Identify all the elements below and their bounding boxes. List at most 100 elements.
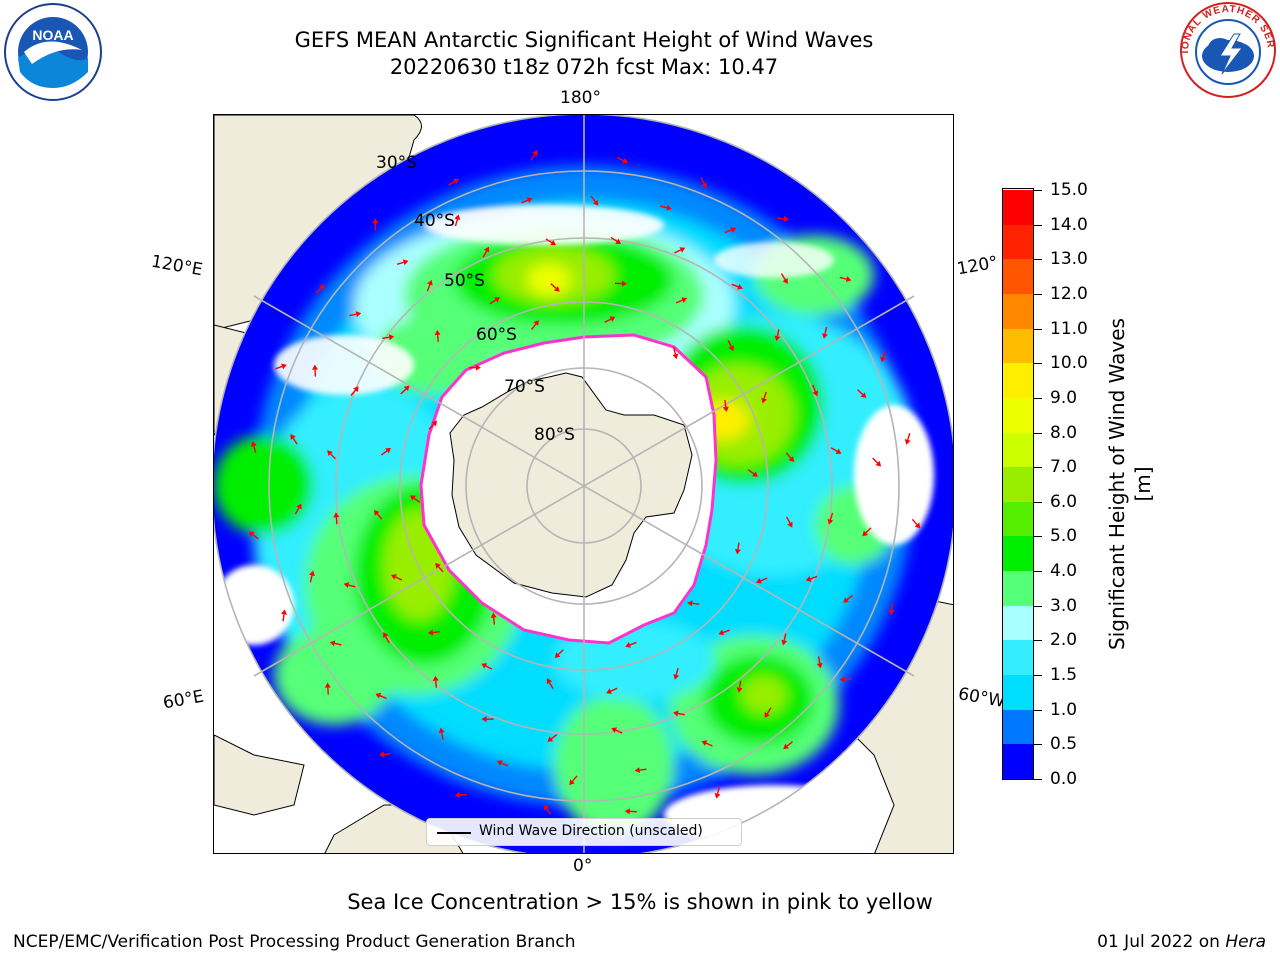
wave-direction-arrow [629, 641, 637, 646]
wave-direction-arrow [672, 347, 677, 355]
lon-label-60w: 60°W [956, 684, 1007, 712]
wave-direction-arrowhead [722, 406, 729, 412]
wave-direction-arrow [890, 603, 894, 611]
wave-direction-arrow [379, 695, 387, 699]
wave-direction-arrowhead [914, 522, 921, 529]
wave-direction-arrow [675, 667, 679, 676]
wave-direction-arrow [780, 273, 786, 280]
colorbar-segment [1003, 328, 1033, 364]
wave-direction-arrowhead [788, 456, 795, 462]
colorbar-tick-label: 8.0 [1050, 422, 1078, 443]
lat-label-70s: 70°S [504, 377, 545, 397]
wave-direction-arrow [436, 334, 439, 342]
wave-direction-arrowhead [621, 280, 627, 287]
colorbar-tick [1034, 744, 1042, 746]
map-panel: 30°S 40°S 50°S 60°S 70°S 80°S [213, 114, 954, 854]
colorbar-tick [1034, 605, 1042, 607]
wave-direction-arrowhead [248, 531, 255, 537]
colorbar-tick [1034, 432, 1042, 434]
wave-direction-arrow [489, 299, 497, 305]
wave-direction-arrowhead [431, 420, 438, 427]
wave-direction-arrow [675, 299, 683, 304]
wave-direction-arrowhead [904, 439, 911, 445]
wave-direction-arrowhead [324, 682, 331, 688]
wave-direction-arrow [315, 287, 322, 294]
colorbar-segment [1003, 293, 1033, 329]
wave-direction-arrow [785, 452, 792, 459]
wave-direction-arrow [776, 329, 780, 337]
wave-direction-arrow [839, 276, 847, 280]
wave-direction-arrowhead [454, 791, 461, 798]
wave-direction-arrow [824, 326, 828, 335]
wave-direction-arrow [692, 602, 700, 605]
wave-direction-arrow [872, 457, 879, 464]
wave-direction-arrowhead [312, 364, 319, 370]
colorbar-tick-label: 12.0 [1050, 283, 1088, 304]
wave-direction-arrow [440, 732, 444, 740]
wave-direction-arrowhead [296, 503, 302, 510]
noaa-logo: NOAA [2, 2, 104, 106]
wave-direction-arrowhead [319, 284, 325, 291]
wave-direction-arrow [907, 433, 911, 441]
wave-direction-arrow [724, 229, 732, 234]
wave-direction-arrow [334, 642, 342, 646]
wave-direction-arrowhead [432, 675, 439, 681]
colorbar-tick [1034, 363, 1042, 365]
wave-direction-arrow [766, 707, 772, 714]
wave-direction-arrowhead [835, 448, 842, 454]
wave-direction-arrow [783, 633, 787, 641]
wave-direction-arrowhead [839, 676, 845, 683]
wave-direction-arrowhead [737, 284, 743, 290]
map-subtitle: 20220630 t18z 072h fcst Max: 10.47 [389, 55, 779, 79]
wave-direction-arrowhead [592, 199, 599, 206]
wave-direction-arrow [615, 729, 623, 734]
wave-direction-arrowhead [532, 149, 538, 156]
colorbar-segment [1003, 605, 1033, 641]
wave-direction-arrow [738, 680, 742, 688]
wave-direction-arrowhead [681, 297, 688, 303]
antarctica [449, 372, 693, 598]
wave-direction-arrowhead [764, 712, 770, 718]
wave-direction-arrow [383, 752, 392, 756]
wave-direction-arrow [485, 665, 493, 670]
wave-direction-arrow [660, 205, 668, 209]
wave-direction-arrow [846, 594, 854, 601]
wave-direction-arrow [380, 450, 388, 456]
wind-wave-arrows [248, 149, 921, 815]
colorbar-tick [1034, 328, 1042, 330]
colorbar-segment [1003, 259, 1033, 294]
footer-date: 01 Jul 2022 on Hera [1097, 932, 1266, 952]
wave-direction-arrowhead [353, 386, 359, 393]
colorbar-tick-label: 1.0 [1050, 699, 1078, 720]
wave-direction-arrowhead [714, 793, 721, 799]
colorbar-tick-label: 15.0 [1050, 180, 1088, 200]
wave-direction-arrowhead [787, 521, 793, 528]
wave-direction-arrow [454, 219, 458, 227]
wave-direction-arrow [545, 238, 553, 244]
legend-line-symbol [437, 832, 471, 834]
wave-direction-arrow [700, 177, 705, 185]
wave-direction-arrowhead [402, 259, 409, 266]
wave-direction-arrow [550, 283, 557, 289]
wave-direction-arrow [571, 775, 578, 782]
wave-direction-arrowhead [569, 779, 575, 786]
wave-direction-arrow [737, 542, 740, 550]
colorbar-tick-label: 13.0 [1050, 249, 1088, 270]
wave-direction-arrowhead [782, 278, 788, 284]
colorbar-tick [1034, 190, 1042, 191]
colorbar [1002, 188, 1034, 780]
wave-direction-arrow [330, 453, 336, 460]
wave-direction-arrow [716, 786, 720, 794]
colorbar-tick [1034, 536, 1042, 538]
wave-direction-arrowhead [494, 297, 500, 303]
wave-direction-arrowhead [375, 692, 382, 699]
colorbar-tick-label: 1.5 [1050, 665, 1078, 686]
wave-direction-arrow [350, 389, 356, 396]
wave-direction-arrow [548, 682, 554, 689]
wave-direction-arrowhead [622, 157, 629, 164]
wave-direction-arrowhead [373, 510, 380, 516]
wave-direction-arrowhead [730, 227, 737, 233]
wave-direction-arrowhead [547, 736, 554, 742]
graticule [214, 115, 953, 853]
wave-direction-arrowhead [281, 609, 287, 615]
